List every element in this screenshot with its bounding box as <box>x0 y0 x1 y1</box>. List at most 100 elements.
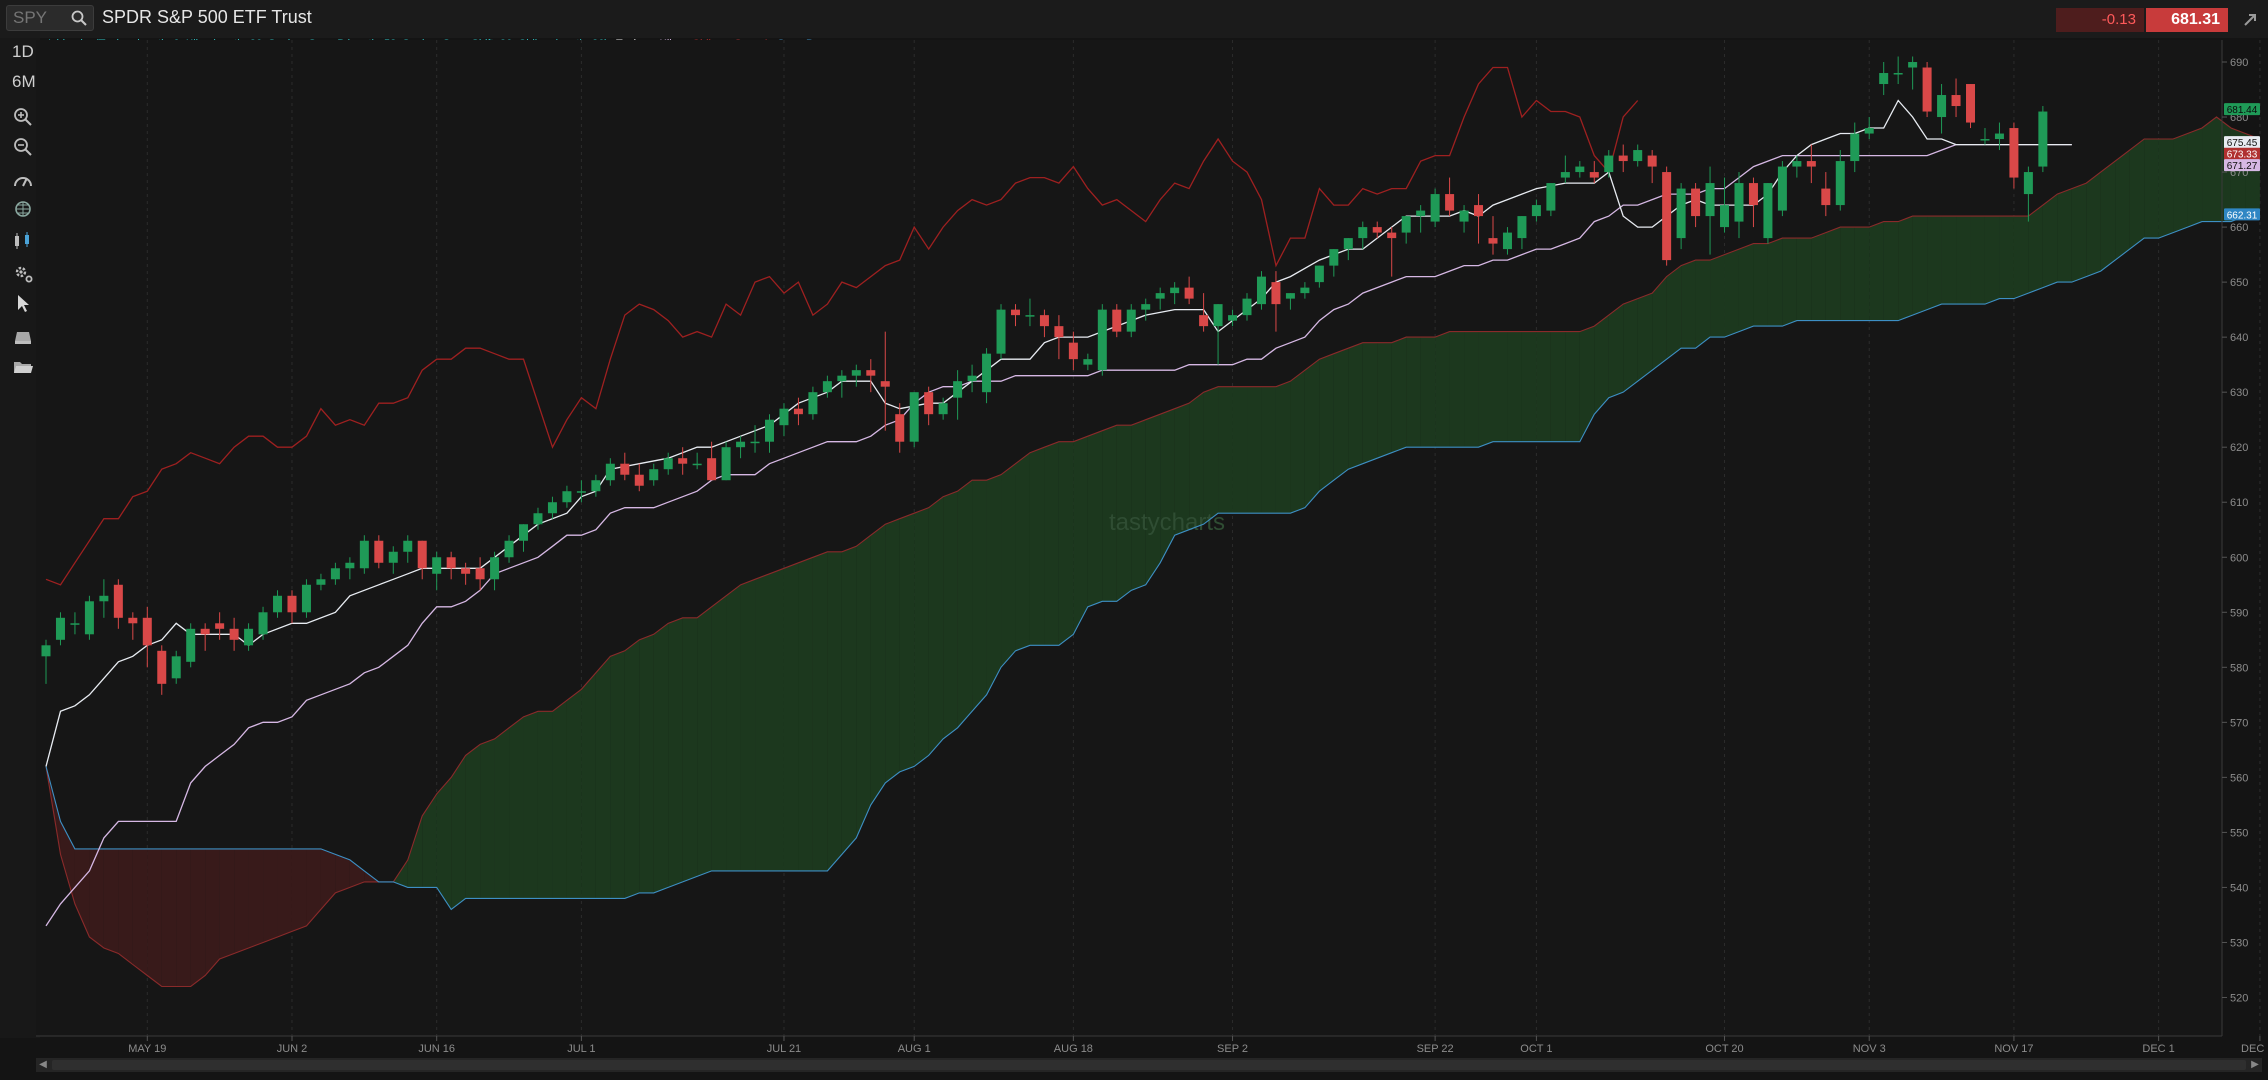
cursor-icon[interactable] <box>12 292 34 314</box>
candle-style-icon[interactable] <box>12 230 34 252</box>
legend-span-a: Span A <box>734 38 770 50</box>
candle-body <box>605 463 615 481</box>
cloud-segment <box>1102 425 1117 602</box>
candle <box>967 364 977 393</box>
plot-area <box>36 40 2222 1036</box>
candle <box>2023 166 2033 222</box>
candle <box>1618 144 1628 173</box>
candle-body <box>359 540 369 569</box>
candle <box>1937 84 1947 134</box>
candle <box>345 557 355 580</box>
cloud-segment <box>595 656 611 899</box>
candle <box>461 562 471 585</box>
expand-icon[interactable] <box>2240 10 2260 30</box>
cloud-segment <box>769 568 784 871</box>
candle-body <box>1937 95 1947 118</box>
candle-body <box>620 463 630 475</box>
settings-icon[interactable] <box>12 262 34 284</box>
cloud-segment <box>1218 386 1233 514</box>
candle <box>533 507 543 530</box>
candle <box>1445 177 1455 217</box>
candle <box>1575 161 1585 178</box>
cloud-segment <box>653 623 669 893</box>
cloud-segment <box>682 617 698 882</box>
cloud-segment <box>132 848 148 976</box>
cloud-segment <box>1825 227 1841 321</box>
scroll-thumb[interactable] <box>52 1060 2246 1070</box>
cloud-segment <box>2144 139 2159 239</box>
range-button[interactable]: 6M <box>12 72 36 91</box>
candle <box>1676 183 1686 250</box>
cloud-segment <box>2042 194 2058 288</box>
y-tick-label: 520 <box>2230 992 2248 1004</box>
cloud-segment <box>2057 188 2072 283</box>
cloud-segment <box>1999 216 2014 299</box>
candle-body <box>1314 265 1324 283</box>
drawing-layer-icon[interactable] <box>12 326 34 348</box>
candle <box>1401 216 1411 244</box>
studies-globe-icon[interactable] <box>12 198 34 220</box>
cloud-segment <box>161 848 177 987</box>
net-change-badge: -0.13 <box>2056 8 2144 32</box>
legend-span-b: Span B <box>777 38 814 50</box>
candle-body <box>1430 194 1440 222</box>
cloud-segment <box>1478 331 1493 448</box>
horizontal-scrollbar[interactable]: ◀ ▶ <box>36 1058 2262 1072</box>
scroll-left-icon[interactable]: ◀ <box>39 1059 47 1070</box>
y-tick-label: 680 <box>2230 112 2248 124</box>
candle <box>1994 122 2004 151</box>
search-icon[interactable] <box>70 9 88 27</box>
candle-body <box>1285 293 1295 299</box>
zoom-in-icon[interactable] <box>12 106 34 128</box>
candle-body <box>591 480 601 492</box>
candle <box>1141 298 1151 321</box>
candle-body <box>229 628 239 640</box>
x-tick-label: SEP 2 <box>1217 1043 1248 1055</box>
candle <box>1083 353 1093 371</box>
candle-body <box>99 595 109 602</box>
cloud-segment <box>1029 447 1045 646</box>
indicators-icon[interactable] <box>12 170 34 192</box>
candle <box>157 645 167 695</box>
candle-body <box>822 381 832 393</box>
candle-body <box>157 650 167 684</box>
candle <box>1459 205 1469 233</box>
cloud-segment <box>1695 260 1711 349</box>
cloud-segment <box>1927 216 1942 310</box>
y-tick-label: 610 <box>2230 497 2248 509</box>
candle <box>142 606 152 668</box>
cloud-segment <box>465 744 481 899</box>
cloud-segment <box>1391 337 1407 453</box>
candle <box>547 496 557 519</box>
y-tick-label: 670 <box>2230 167 2248 179</box>
candle-body <box>1850 133 1860 162</box>
indicator-legend[interactable]: Ichimoku (Tenkan length=9, Kijun length=… <box>48 38 813 50</box>
symbol-search[interactable] <box>6 5 94 31</box>
cloud-segment <box>1869 221 1884 321</box>
cloud-segment <box>1319 353 1334 492</box>
timeframe-button[interactable]: 1D <box>12 42 34 61</box>
candle <box>779 403 789 437</box>
candle-body <box>1922 67 1932 112</box>
candle-body <box>403 540 413 552</box>
span-a-line <box>45 116 2261 988</box>
candle-body <box>1720 205 1730 228</box>
folder-icon[interactable] <box>12 356 34 378</box>
cloud-segment <box>1015 452 1030 651</box>
candle <box>895 403 905 453</box>
candle-body <box>519 524 529 541</box>
scroll-right-icon[interactable]: ▶ <box>2251 1059 2259 1070</box>
last-price-badge: 681.31 <box>2146 8 2228 32</box>
candle <box>692 452 702 470</box>
symbol-input[interactable] <box>7 6 83 30</box>
candle <box>1126 304 1136 338</box>
candle <box>1068 331 1078 371</box>
candle-body <box>1488 238 1498 244</box>
cloud-segment <box>451 755 466 910</box>
candle <box>750 425 760 453</box>
cloud-segment <box>1449 331 1465 448</box>
cloud-segment <box>1420 337 1436 448</box>
y-tick-label: 590 <box>2230 607 2248 619</box>
zoom-out-icon[interactable] <box>12 136 34 158</box>
